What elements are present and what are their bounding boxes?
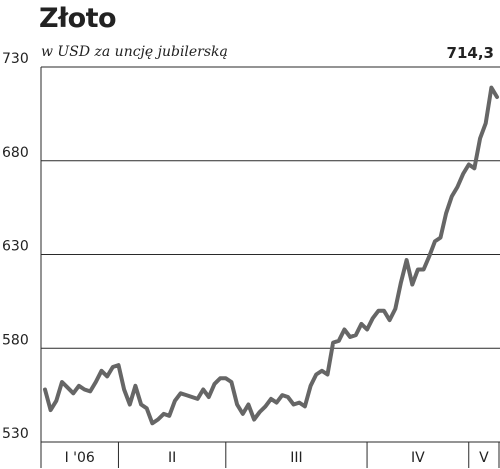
chart-title: Złoto <box>39 3 117 34</box>
y-tick-label-680: 680 <box>2 145 29 161</box>
x-period-label: II <box>168 450 176 466</box>
x-axis: I '06 II III IV V <box>40 442 500 468</box>
series-layer <box>43 85 499 426</box>
y-tick-label-630: 630 <box>2 239 29 255</box>
y-tick-label-530: 530 <box>2 426 29 442</box>
grid-layer <box>40 66 500 443</box>
y-tick-label-730: 730 <box>2 51 29 67</box>
y-tick-label-580: 580 <box>2 332 29 348</box>
last-value-label: 714,3 <box>446 44 494 62</box>
x-period-label: I '06 <box>65 450 95 466</box>
chart-subtitle: w USD za uncję jubilerską <box>41 44 228 60</box>
x-period-label: V <box>479 450 489 466</box>
series-line-0 <box>43 85 499 426</box>
y-axis-tick-labels: 730 680 630 580 530 <box>2 51 29 442</box>
x-period-label: IV <box>411 450 425 466</box>
x-period-label: III <box>290 450 302 466</box>
